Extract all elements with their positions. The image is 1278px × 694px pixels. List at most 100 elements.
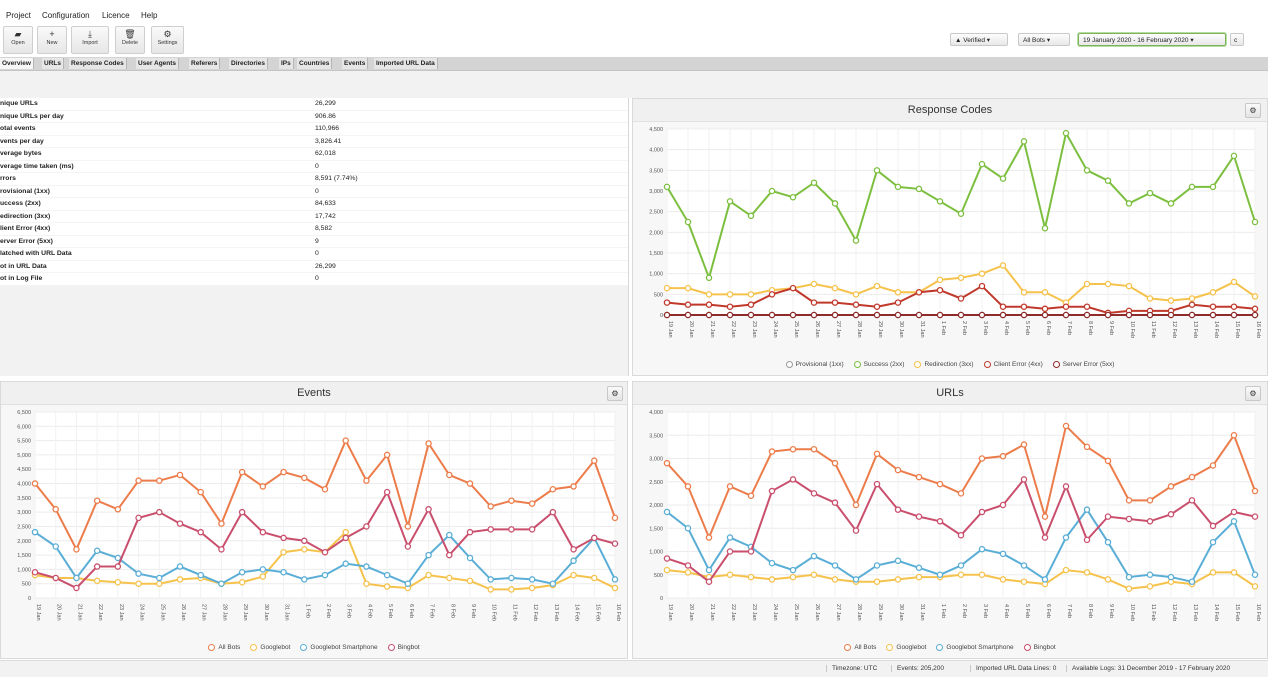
data-point [1209, 183, 1217, 191]
data-point [1083, 506, 1091, 513]
bots-filter[interactable]: All Bots ▾ [1018, 33, 1070, 46]
data-point [663, 508, 671, 516]
data-point [1167, 511, 1175, 518]
tab-response-codes[interactable]: Response Codes [69, 58, 127, 69]
menu-project[interactable]: Project [6, 11, 31, 20]
data-point [1125, 282, 1133, 290]
data-point [1146, 518, 1154, 525]
data-point [789, 566, 797, 574]
tab-ips[interactable]: IPs [279, 58, 294, 69]
legend-label: Provisional (1xx) [795, 361, 844, 369]
x-tick-label: 14 Feb [1213, 604, 1219, 621]
y-tick-label: 6,500 [17, 410, 31, 416]
data-point [1230, 152, 1238, 160]
data-point [1125, 573, 1133, 581]
data-point [135, 477, 142, 484]
tab-overview[interactable]: Overview [0, 58, 34, 69]
data-point [1251, 218, 1259, 226]
data-point [31, 568, 39, 576]
data-point [93, 577, 101, 585]
tab-countries[interactable]: Countries [297, 58, 333, 69]
x-tick-label: 12 Feb [1171, 321, 1177, 338]
data-point [1209, 538, 1217, 546]
data-point [873, 450, 881, 458]
delete-button[interactable]: 🗑 Delete [115, 26, 145, 54]
x-tick-label: 11 Feb [511, 604, 517, 621]
x-tick-label: 1 Feb [940, 321, 946, 335]
tab-referers[interactable]: Referers [189, 58, 221, 69]
data-point [176, 563, 184, 570]
date-range-picker[interactable]: 19 January 2020 - 16 February 2020 ▾ [1078, 33, 1226, 46]
legend-label: Googlebot [260, 644, 291, 652]
data-point [894, 576, 902, 583]
x-tick-label: 3 Feb [346, 604, 352, 618]
data-point [957, 311, 965, 319]
gear-icon[interactable]: ⚙ [607, 386, 623, 401]
data-point [873, 562, 881, 569]
data-point [1230, 508, 1238, 516]
open-button[interactable]: ▰ Open [3, 26, 33, 54]
y-tick-label: 2,000 [649, 230, 663, 236]
data-point [999, 175, 1007, 182]
data-point [852, 237, 860, 244]
data-point [936, 276, 944, 284]
stat-label: lient Error (4xx) [0, 225, 51, 232]
data-point [156, 574, 163, 582]
settings-button[interactable]: ⚙ Settings [151, 26, 184, 54]
data-point [747, 311, 755, 319]
y-tick-label: 1,000 [649, 550, 663, 556]
tab-user-agents[interactable]: User Agents [136, 58, 180, 69]
menu-licence[interactable]: Licence [102, 11, 130, 20]
y-tick-label: 2,000 [17, 539, 31, 545]
tab-imported-url-data[interactable]: Imported URL Data [374, 58, 438, 69]
data-point [768, 559, 776, 567]
x-tick-label: 20 Jan [56, 604, 62, 621]
y-tick-label: 4,500 [17, 467, 31, 473]
chevron-down-icon: ▾ [986, 37, 991, 44]
stat-row: otal events 110,966 [0, 123, 628, 136]
data-point [1041, 305, 1049, 313]
gear-icon[interactable]: ⚙ [1245, 386, 1261, 401]
verified-filter[interactable]: ▲ Verified ▾ [950, 33, 1008, 46]
data-point [197, 571, 204, 579]
y-tick-label: 6,000 [17, 424, 31, 430]
data-point [810, 299, 818, 306]
data-point [508, 574, 515, 582]
data-point [894, 299, 902, 306]
x-tick-label: 15 Feb [1234, 604, 1240, 621]
x-tick-label: 14 Feb [574, 604, 580, 621]
thumbs-up-icon: ▲ [955, 37, 962, 44]
x-tick-label: 26 Jan [814, 604, 820, 621]
data-point [894, 557, 902, 565]
data-point [978, 455, 986, 462]
import-button[interactable]: ⤓ Import [71, 26, 109, 54]
data-point [363, 477, 370, 484]
data-point [1041, 576, 1049, 583]
data-point [1125, 515, 1133, 523]
data-point [1146, 295, 1154, 302]
extra-button[interactable]: c [1230, 33, 1244, 46]
gear-icon[interactable]: ⚙ [1245, 103, 1261, 118]
data-point [1104, 311, 1112, 319]
tab-directories[interactable]: Directories [229, 58, 268, 69]
data-point [915, 473, 923, 481]
data-point [684, 562, 692, 569]
x-tick-label: 21 Jan [709, 604, 715, 621]
new-button[interactable]: + New [37, 26, 67, 54]
data-point [1125, 311, 1133, 319]
legend-item: Success (2xx) [853, 361, 904, 368]
data-point [549, 508, 557, 516]
response-codes-chart: 0 500 1,000 1,500 2,000 2,500 3,000 3,500 4,000 4… [649, 127, 1261, 338]
tab-events[interactable]: Events [342, 58, 369, 69]
legend-marker [886, 644, 894, 651]
data-point [1209, 569, 1217, 576]
menu-help[interactable]: Help [141, 11, 158, 20]
data-point [487, 503, 494, 510]
data-point [705, 534, 713, 541]
data-point [135, 580, 142, 587]
x-tick-label: 30 Jan [898, 604, 904, 621]
x-tick-label: 13 Feb [1192, 321, 1198, 338]
tab-urls[interactable]: URLs [42, 58, 64, 69]
menu-configuration[interactable]: Configuration [42, 11, 90, 20]
settings-gear-icon: ⚙ [163, 29, 172, 39]
